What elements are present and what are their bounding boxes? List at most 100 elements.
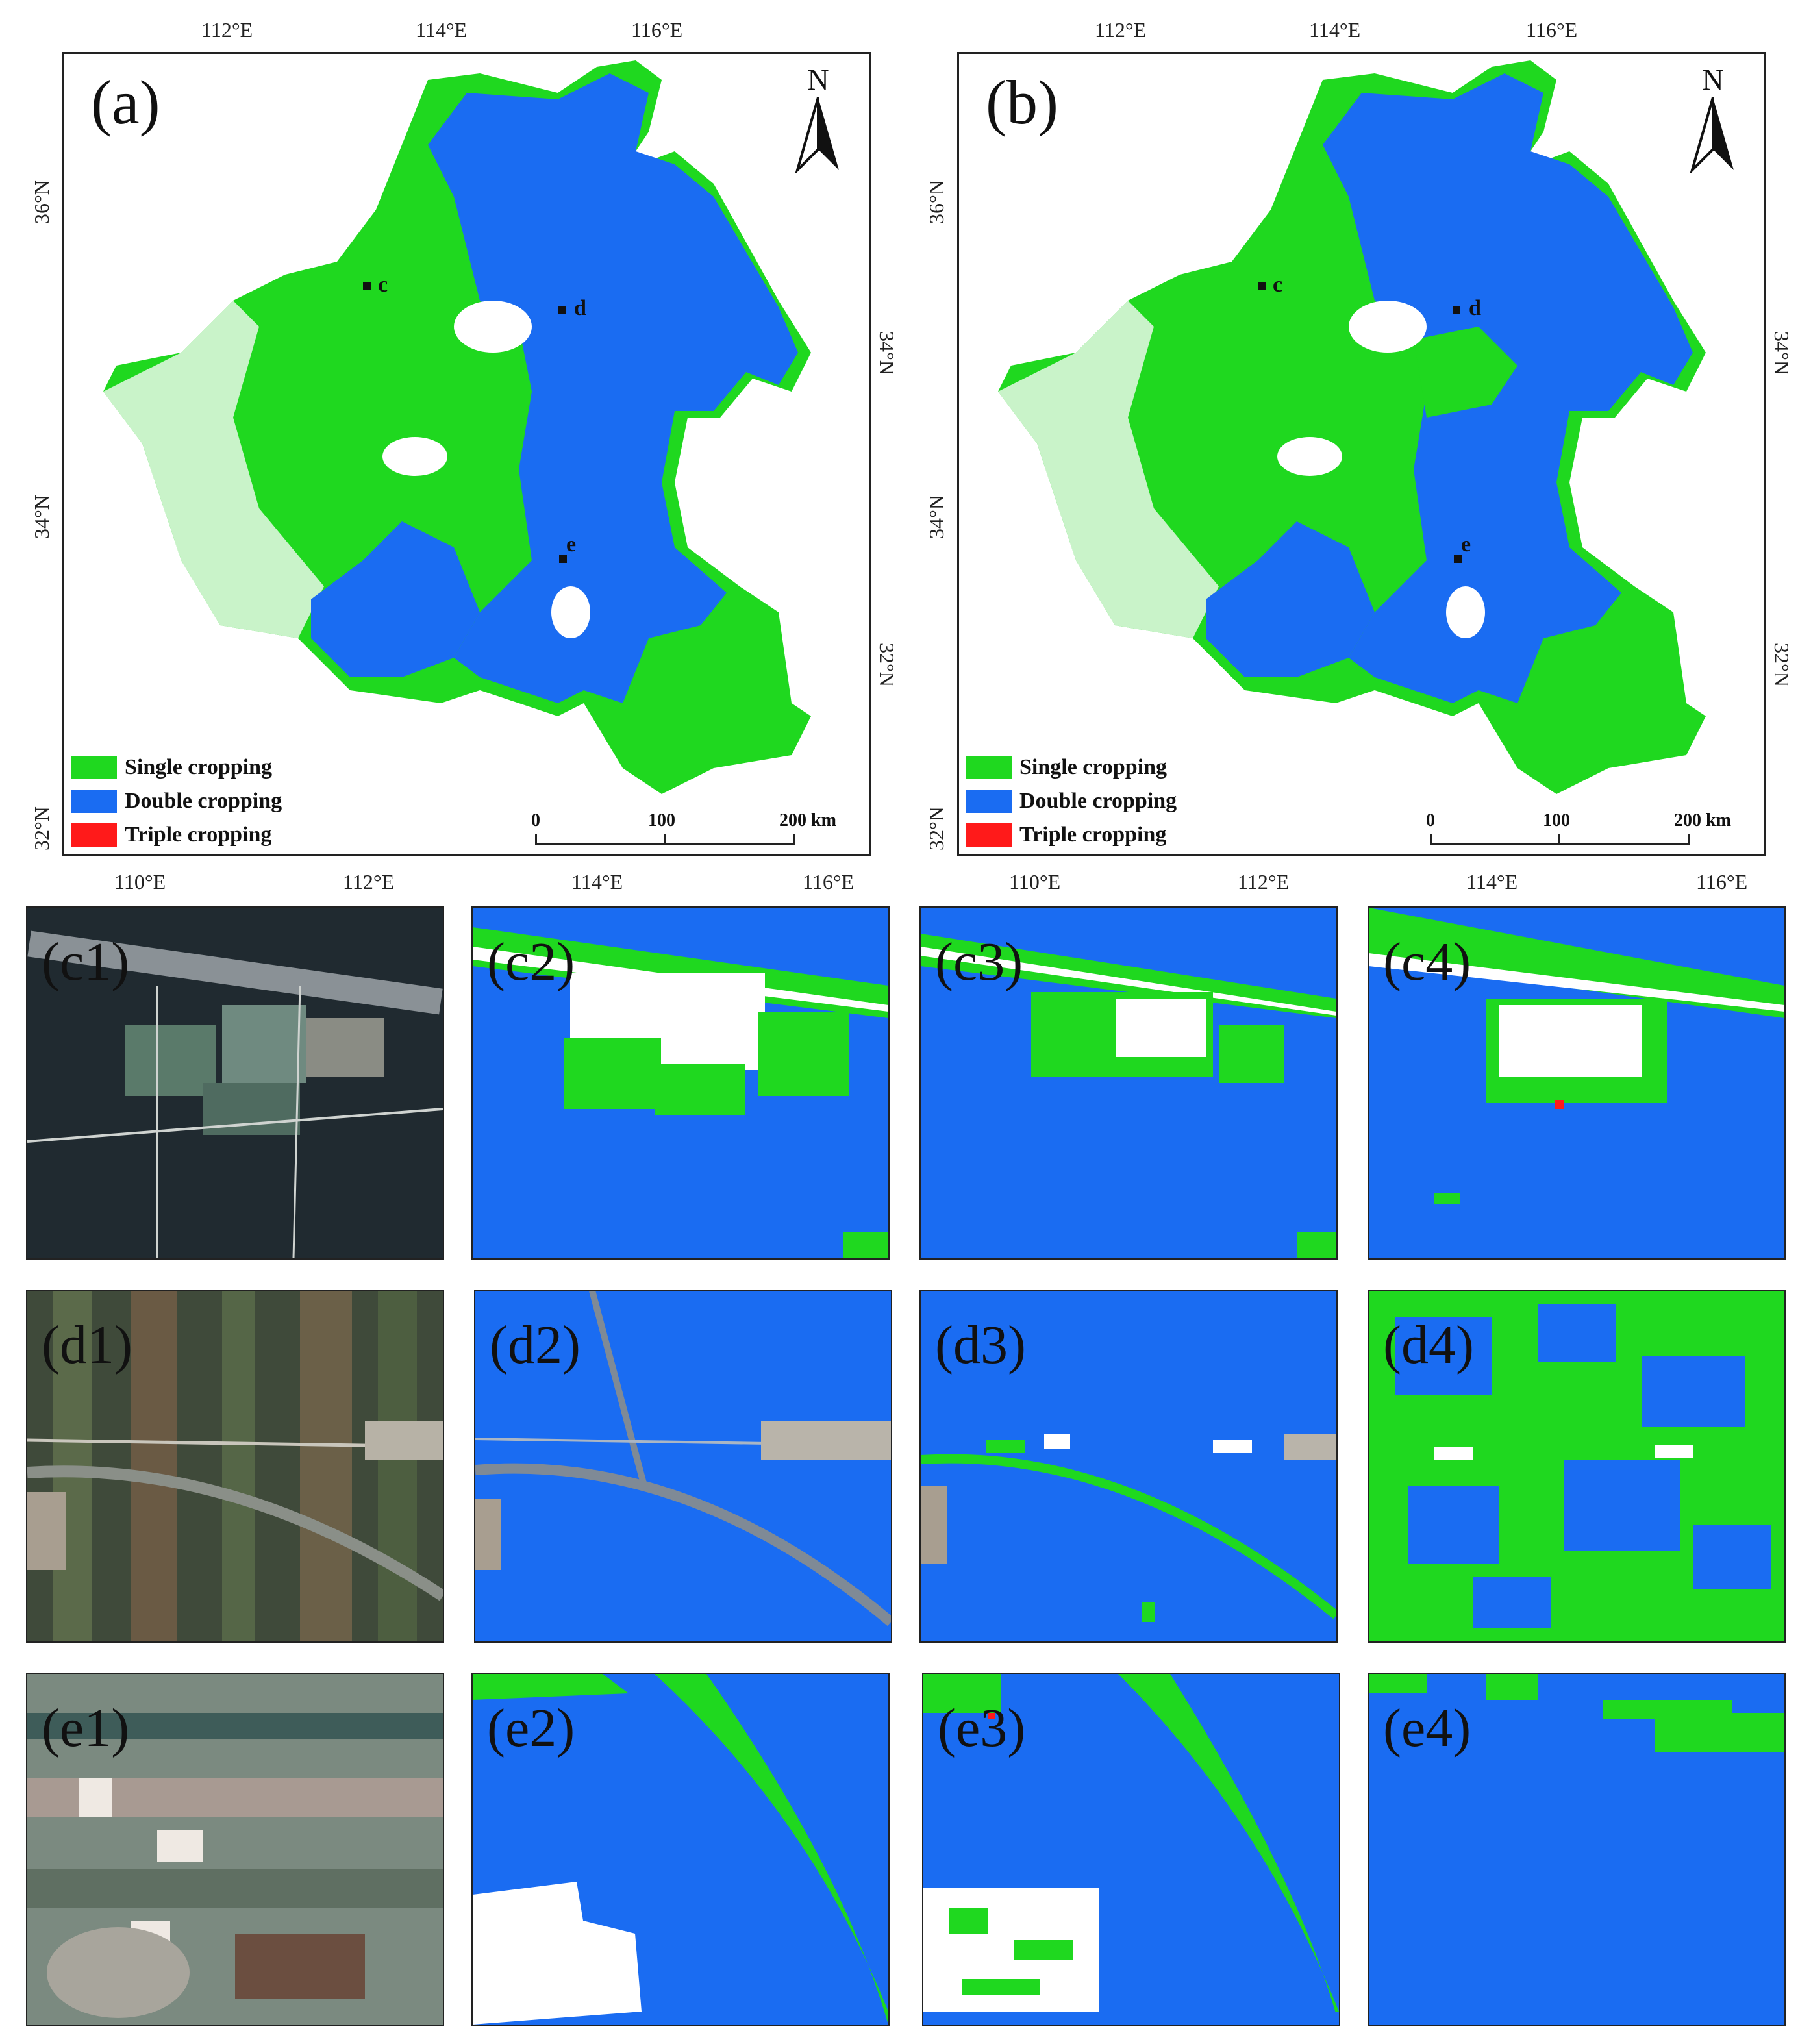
tile-label: (e3) bbox=[938, 1698, 1026, 1758]
legend-item: Double cropping bbox=[71, 784, 282, 818]
north-arrow-icon bbox=[1690, 97, 1734, 173]
map-legend: Single cropping Double cropping Triple c… bbox=[966, 751, 1177, 852]
north-arrow: N bbox=[1687, 65, 1739, 173]
site-marker-e bbox=[559, 555, 567, 563]
classified-tile: (e4) bbox=[1368, 1673, 1786, 2026]
bottom-tick: 116°E bbox=[803, 870, 855, 893]
north-label: N bbox=[1702, 63, 1724, 96]
bottom-tick: 116°E bbox=[1696, 870, 1748, 893]
tile-label: (e4) bbox=[1383, 1698, 1471, 1758]
scale-bar: 0 100 200 km bbox=[1419, 810, 1744, 856]
top-tick: 114°E bbox=[416, 18, 468, 42]
legend-swatch bbox=[966, 823, 1012, 847]
bottom-tick: 114°E bbox=[1466, 870, 1518, 893]
sparse-cropland bbox=[998, 301, 1219, 638]
site-marker-c bbox=[1258, 282, 1266, 290]
left-tick: 36°N bbox=[925, 180, 948, 224]
north-label: N bbox=[807, 63, 829, 96]
left-tick: 36°N bbox=[30, 180, 53, 224]
classified-tile: (d3) bbox=[919, 1290, 1338, 1643]
legend-swatch bbox=[71, 756, 117, 779]
bottom-tick: 112°E bbox=[343, 870, 395, 893]
satellite-tile: (e1) bbox=[26, 1673, 444, 2026]
double-cropping-region bbox=[1206, 521, 1375, 677]
legend-label: Single cropping bbox=[1019, 755, 1168, 779]
top-tick: 116°E bbox=[1526, 18, 1578, 42]
scale-label: 200 km bbox=[1674, 810, 1731, 830]
left-tick: 34°N bbox=[925, 495, 948, 539]
classified-tile: (d2) bbox=[474, 1290, 892, 1643]
top-tick: 112°E bbox=[201, 18, 253, 42]
classified-tile: (c4) bbox=[1368, 906, 1786, 1260]
legend-label: Triple cropping bbox=[125, 823, 272, 847]
non-cropland bbox=[1446, 586, 1485, 638]
site-marker-d bbox=[1453, 306, 1460, 314]
classified-tile: (e2) bbox=[471, 1673, 890, 2026]
left-tick: 32°N bbox=[925, 806, 948, 851]
satellite-tile: (c1) bbox=[26, 906, 444, 1260]
tile-label: (d4) bbox=[1383, 1315, 1474, 1375]
right-tick: 32°N bbox=[875, 643, 899, 687]
legend-swatch bbox=[71, 823, 117, 847]
tile-label: (d3) bbox=[935, 1315, 1026, 1375]
scale-label: 0 bbox=[1426, 810, 1435, 830]
bottom-tick: 112°E bbox=[1238, 870, 1290, 893]
legend-swatch bbox=[966, 756, 1012, 779]
site-label: c bbox=[378, 273, 388, 297]
right-tick: 34°N bbox=[875, 331, 899, 375]
right-tick: 34°N bbox=[1770, 331, 1793, 375]
legend-item: Single cropping bbox=[71, 751, 282, 784]
panel-letter: (b) bbox=[986, 68, 1058, 137]
tile-label: (c3) bbox=[935, 932, 1023, 992]
cropping-map-b bbox=[998, 60, 1706, 794]
legend-item: Single cropping bbox=[966, 751, 1177, 784]
cropping-map-a bbox=[103, 60, 811, 794]
panel-letter: (a) bbox=[91, 68, 160, 137]
non-cropland bbox=[551, 586, 590, 638]
top-tick: 114°E bbox=[1309, 18, 1361, 42]
legend-label: Double cropping bbox=[125, 789, 282, 813]
scale-label: 0 bbox=[531, 810, 540, 830]
left-tick: 32°N bbox=[30, 806, 53, 851]
classified-tile: (c2) bbox=[471, 906, 890, 1260]
double-cropping-region bbox=[311, 521, 480, 677]
site-label: e bbox=[566, 532, 577, 556]
top-tick: 116°E bbox=[631, 18, 683, 42]
map-legend: Single cropping Double cropping Triple c… bbox=[71, 751, 282, 852]
left-tick: 34°N bbox=[30, 495, 53, 539]
non-cropland bbox=[454, 301, 532, 353]
site-marker-e bbox=[1454, 555, 1462, 563]
tile-label: (d2) bbox=[490, 1315, 581, 1375]
legend-item: Triple cropping bbox=[966, 818, 1177, 852]
map-frame bbox=[62, 52, 871, 856]
tile-label: (e1) bbox=[42, 1698, 130, 1758]
tile-label: (d1) bbox=[42, 1315, 132, 1375]
single-cropping-region bbox=[1414, 327, 1517, 418]
tile-label: (c1) bbox=[42, 932, 130, 992]
site-label: e bbox=[1461, 532, 1471, 556]
legend-item: Triple cropping bbox=[71, 818, 282, 852]
top-tick: 112°E bbox=[1095, 18, 1147, 42]
non-cropland bbox=[1277, 437, 1342, 476]
tile-label: (e2) bbox=[487, 1698, 575, 1758]
bottom-tick: 110°E bbox=[114, 870, 166, 893]
tile-label: (c4) bbox=[1383, 932, 1471, 992]
site-marker-c bbox=[363, 282, 371, 290]
legend-swatch bbox=[71, 790, 117, 813]
site-marker-d bbox=[558, 306, 566, 314]
scale-bar: 0 100 200 km bbox=[525, 810, 849, 856]
classified-tile: (e3) bbox=[922, 1673, 1340, 2026]
scale-label: 100 bbox=[648, 810, 675, 830]
legend-swatch bbox=[966, 790, 1012, 813]
right-tick: 32°N bbox=[1770, 643, 1793, 687]
site-label: d bbox=[574, 296, 586, 320]
site-label: d bbox=[1469, 296, 1481, 320]
scale-label: 100 bbox=[1543, 810, 1570, 830]
scale-label: 200 km bbox=[779, 810, 836, 830]
classified-tile: (c3) bbox=[919, 906, 1338, 1260]
tile-label: (c2) bbox=[487, 932, 575, 992]
map-frame bbox=[957, 52, 1766, 856]
double-cropping-region bbox=[428, 73, 798, 703]
legend-label: Double cropping bbox=[1019, 789, 1177, 813]
site-label: c bbox=[1273, 273, 1283, 297]
